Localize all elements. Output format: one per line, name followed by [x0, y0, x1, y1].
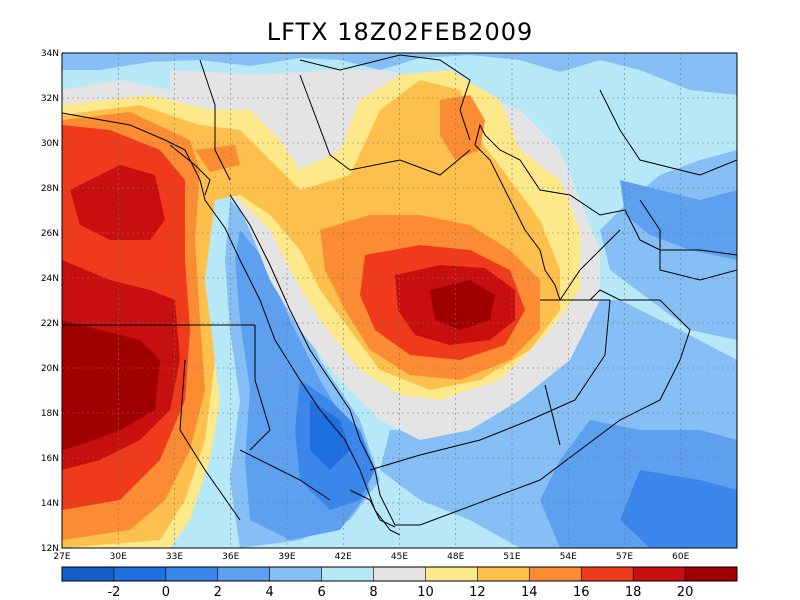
field-darkred-1 [70, 165, 165, 240]
lon-label: 27E [53, 552, 70, 562]
colorbar-label: 0 [162, 585, 170, 600]
lon-label: 48E [447, 552, 464, 562]
lon-label: 45E [391, 552, 408, 562]
colorbar-labels: -2 0 2 4 6 8 10 12 14 16 18 20 [107, 585, 693, 600]
colorbar-swatch [217, 567, 271, 581]
colorbar-swatch [425, 567, 478, 581]
colorbar-label: -2 [107, 585, 120, 600]
longitude-labels: 27E 30E 33E 36E 39E 42E 45E 48E 51E 54E 57E 60E [53, 552, 689, 562]
lat-label: 22N [41, 319, 59, 329]
colorbar-swatch [529, 567, 582, 581]
lon-label: 57E [616, 552, 633, 562]
field-maroon-west [62, 320, 160, 450]
coastlines-layer [62, 54, 737, 536]
lat-label: 24N [41, 274, 59, 284]
colorbar-swatch [62, 567, 115, 581]
lat-label: 34N [41, 49, 59, 59]
colorbar-label: 8 [369, 585, 377, 600]
colorbar [61, 566, 738, 582]
colorbar-swatch [269, 567, 323, 581]
lon-label: 30E [110, 552, 127, 562]
colorbar-swatch [477, 567, 530, 581]
colorbar-frame [61, 566, 738, 582]
coastline-arabian-peninsula [229, 144, 691, 526]
field-orange-sinai [195, 145, 240, 172]
colorbar-label: 2 [214, 585, 222, 600]
border-yemen-oman [544, 384, 561, 446]
lat-label: 28N [41, 184, 59, 194]
border-saudi-north [299, 74, 471, 176]
lat-label: 16N [41, 454, 59, 464]
lat-label: 14N [41, 499, 59, 509]
field-maroon-central [430, 280, 495, 330]
lat-label: 30N [41, 139, 59, 149]
border-israel-jordan [199, 59, 231, 181]
lat-label: 12N [41, 544, 59, 554]
colorbar-swatch [113, 567, 167, 581]
lat-label: 32N [41, 94, 59, 104]
latitude-labels: 34N 32N 30N 28N 26N 24N 22N 20N 18N 16N 14N 12N [41, 49, 59, 554]
border-iran-pakistan [639, 199, 737, 281]
colorbar-swatch [165, 567, 219, 581]
colorbar-label: 4 [266, 585, 274, 600]
colorbar-swatch [321, 567, 375, 581]
colorbar-label: 16 [573, 585, 590, 600]
colorbar-label: 18 [625, 585, 642, 600]
lat-label: 20N [41, 364, 59, 374]
map-title: LFTX 18Z02FEB2009 [266, 18, 534, 46]
colorbar-label: 20 [677, 585, 694, 600]
lon-label: 42E [335, 552, 352, 562]
lon-label: 36E [222, 552, 239, 562]
lat-label: 26N [41, 229, 59, 239]
coastline-sinai [169, 144, 211, 196]
field-midblue-iran [620, 180, 737, 260]
border-iraq-iran [459, 79, 471, 141]
colorbar-swatch [581, 567, 634, 581]
border-iran-afghanistan [599, 89, 737, 176]
field-darkblue-core [310, 400, 350, 470]
field-darkblue-2 [620, 470, 737, 548]
lon-label: 54E [560, 552, 577, 562]
field-orange-iraq [440, 95, 485, 160]
colorbar-label: 12 [469, 585, 486, 600]
colorbar-swatch [685, 567, 738, 581]
colorbar-label: 6 [317, 585, 325, 600]
colorbar-swatch [633, 567, 686, 581]
colorbar-label: 10 [417, 585, 434, 600]
coastline-djibouti [349, 489, 396, 528]
colorbar-swatch [373, 567, 426, 581]
lon-label: 39E [278, 552, 295, 562]
coastline-africa-redsea [62, 112, 401, 536]
border-sudan-east [179, 359, 241, 521]
map-frame [61, 52, 738, 549]
border-sudan-ethiopia [249, 325, 271, 451]
colorbar-label: 14 [521, 585, 538, 600]
lon-label: 51E [503, 552, 520, 562]
border-iraq-syria [299, 54, 471, 81]
border-eritrea [239, 449, 331, 501]
coastline-oman [559, 229, 621, 301]
lon-label: 33E [166, 552, 183, 562]
lat-label: 18N [41, 409, 59, 419]
lon-label: 60E [672, 552, 689, 562]
border-saudi-south [369, 299, 611, 471]
